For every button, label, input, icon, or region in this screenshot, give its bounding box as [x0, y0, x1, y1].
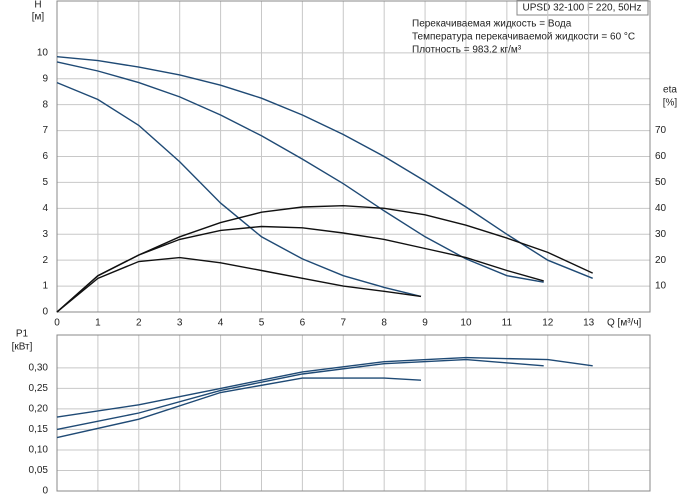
y-tick-label: 6 [42, 151, 48, 162]
y-axis-label: P1 [16, 329, 29, 340]
annotation: Перекачиваемая жидкость = Вода [412, 19, 572, 30]
x-tick-label: 11 [502, 318, 513, 329]
x-tick-label: 9 [422, 318, 428, 329]
x-tick-label: 6 [300, 318, 306, 329]
y-axis-label: H [34, 0, 41, 11]
y-tick-label: 0 [42, 307, 48, 318]
x-tick-label: 3 [177, 318, 183, 329]
curve [56, 225, 544, 313]
curve [56, 256, 422, 313]
y2-tick-label: 30 [655, 229, 667, 240]
curve [56, 377, 422, 439]
y-tick-label: 0,05 [29, 465, 49, 476]
x-tick-label: 0 [54, 318, 60, 329]
annotation: Плотность = 983.2 кг/м³ [412, 45, 522, 56]
y-axis-unit: [кВт] [12, 342, 33, 353]
y2-tick-label: 40 [655, 203, 667, 214]
y-tick-label: 5 [42, 177, 48, 188]
y-tick-label: 9 [42, 73, 48, 84]
curve [56, 81, 422, 298]
curve [56, 204, 593, 313]
x-tick-label: 7 [340, 318, 346, 329]
annotation: Температура перекачиваемой жидкости = 60… [412, 32, 635, 43]
curve [56, 358, 544, 431]
x-tick-label: 4 [218, 318, 224, 329]
curve [56, 61, 544, 283]
y-tick-label: 0,15 [29, 424, 49, 435]
y2-tick-label: 20 [655, 255, 667, 266]
y-tick-label: 7 [42, 125, 48, 136]
y-axis-unit: [м] [32, 12, 45, 23]
y-tick-label: 0,10 [29, 445, 49, 456]
plot-frame [56, 334, 651, 492]
y-tick-label: 8 [42, 99, 48, 110]
y-tick-label: 0,20 [29, 404, 49, 415]
y-tick-label: 0,25 [29, 383, 49, 394]
y2-axis-unit: [%] [663, 98, 678, 109]
plot-frame [56, 0, 651, 313]
y2-tick-label: 50 [655, 177, 667, 188]
y-tick-label: 1 [42, 281, 48, 292]
chart-title: UPSD 32-100 F 220, 50Hz [523, 3, 642, 14]
y-tick-label: 0 [42, 486, 48, 497]
curve [56, 56, 593, 279]
x-tick-label: 5 [259, 318, 265, 329]
x-tick-label: 1 [95, 318, 101, 329]
curve [56, 356, 593, 418]
y2-tick-label: 70 [655, 125, 667, 136]
y-tick-label: 10 [37, 47, 49, 58]
y-tick-label: 0,30 [29, 362, 49, 373]
y2-tick-label: 10 [655, 281, 667, 292]
y2-tick-label: 60 [655, 151, 667, 162]
x-tick-label: 10 [460, 318, 472, 329]
y2-axis-label: eta [663, 85, 677, 96]
x-tick-label: 13 [583, 318, 595, 329]
x-tick-label: 8 [381, 318, 387, 329]
x-axis-label: Q [м³/ч] [607, 318, 642, 329]
y-tick-label: 4 [42, 203, 48, 214]
y-tick-label: 3 [42, 229, 48, 240]
y-tick-label: 2 [42, 255, 48, 266]
x-tick-label: 2 [136, 318, 142, 329]
title-box [516, 0, 649, 16]
x-tick-label: 12 [542, 318, 554, 329]
